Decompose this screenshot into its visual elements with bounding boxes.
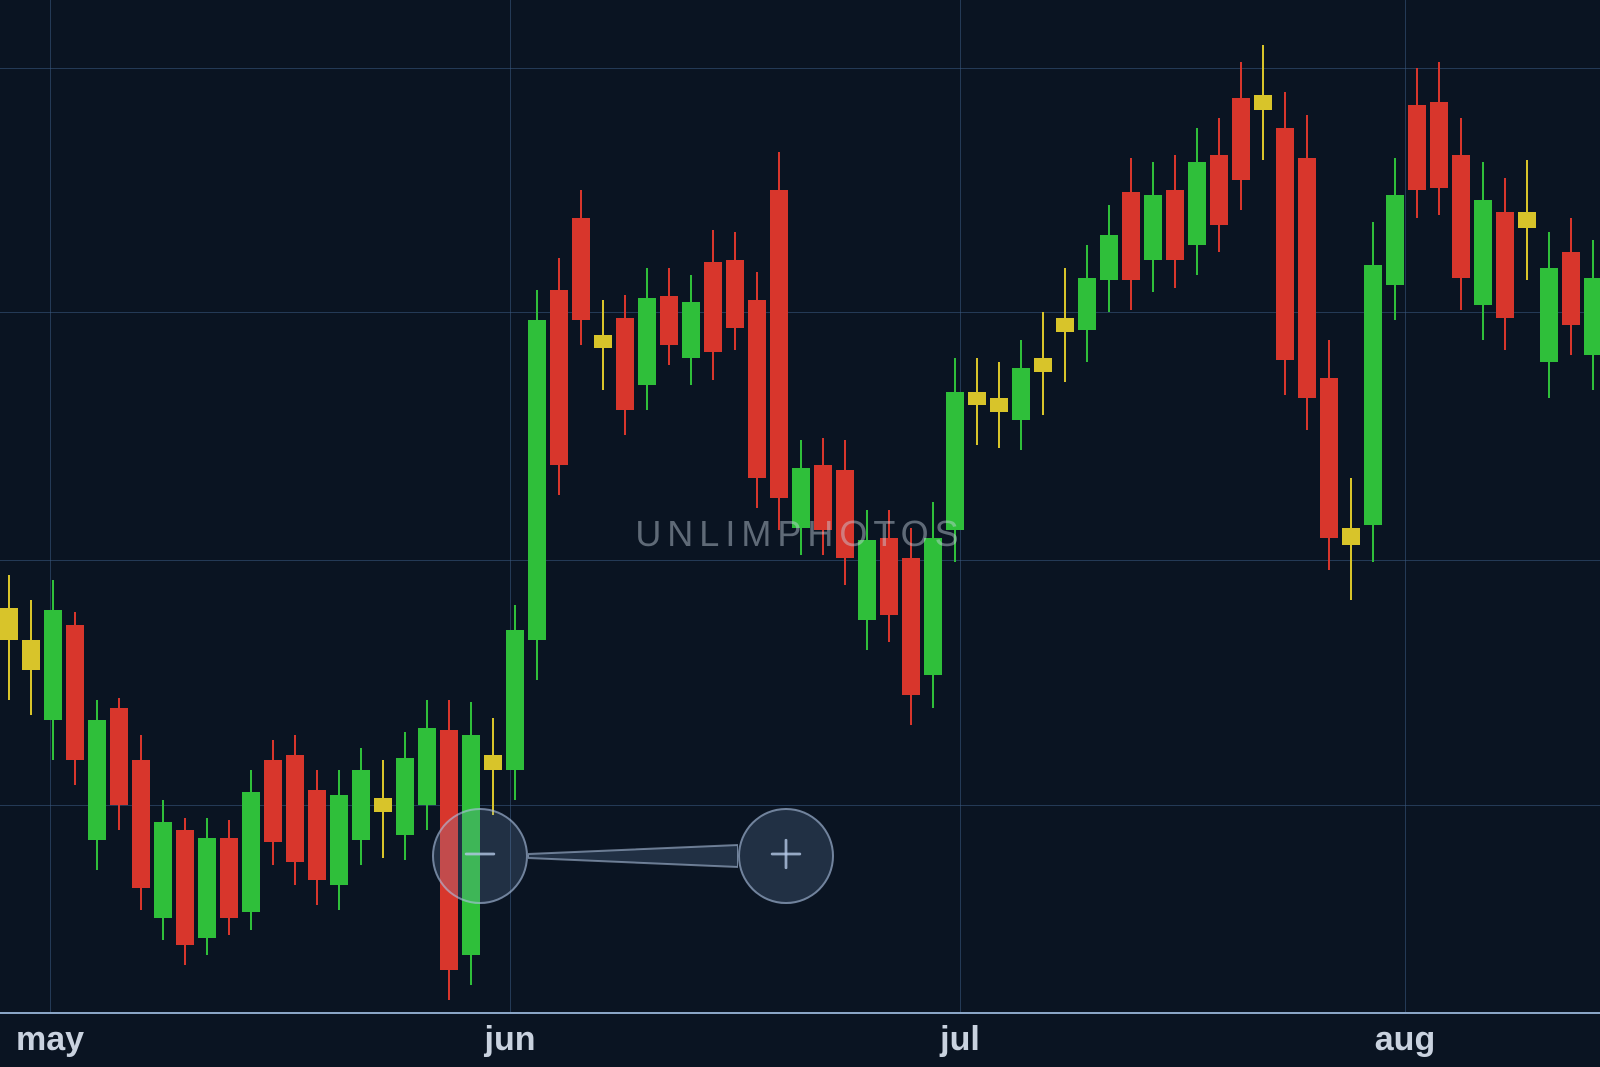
candle: [1496, 0, 1514, 1012]
plus-icon: [763, 831, 809, 882]
candle: [154, 0, 172, 1012]
candle: [0, 0, 18, 1012]
candle: [220, 0, 238, 1012]
candle: [1254, 0, 1272, 1012]
candle: [44, 0, 62, 1012]
candle: [946, 0, 964, 1012]
x-axis-label: jun: [485, 1020, 536, 1059]
candle: [1122, 0, 1140, 1012]
gridline-vertical: [1405, 0, 1406, 1012]
candle: [1452, 0, 1470, 1012]
candle: [990, 0, 1008, 1012]
candle: [1232, 0, 1250, 1012]
candle: [836, 0, 854, 1012]
candle: [1078, 0, 1096, 1012]
candle: [1166, 0, 1184, 1012]
candle: [924, 0, 942, 1012]
x-axis-label: may: [16, 1020, 84, 1059]
candlestick-chart[interactable]: may jun jul aug UNLIMPHOTOS: [0, 0, 1600, 1067]
candle: [88, 0, 106, 1012]
candle: [880, 0, 898, 1012]
candle: [242, 0, 260, 1012]
candle: [132, 0, 150, 1012]
candle: [1364, 0, 1382, 1012]
candle: [308, 0, 326, 1012]
candle: [1276, 0, 1294, 1012]
candle: [968, 0, 986, 1012]
candle: [1562, 0, 1580, 1012]
candle: [1518, 0, 1536, 1012]
candle: [286, 0, 304, 1012]
x-axis-label: aug: [1375, 1020, 1435, 1059]
candle: [1034, 0, 1052, 1012]
candle: [1100, 0, 1118, 1012]
candle: [176, 0, 194, 1012]
candle: [1210, 0, 1228, 1012]
candle: [1298, 0, 1316, 1012]
zoom-control: [432, 808, 834, 904]
candle: [1408, 0, 1426, 1012]
candle: [1430, 0, 1448, 1012]
minus-icon: [457, 831, 503, 882]
candle: [374, 0, 392, 1012]
candle: [66, 0, 84, 1012]
zoom-out-button[interactable]: [432, 808, 528, 904]
watermark-text: UNLIMPHOTOS: [635, 513, 964, 555]
candle: [1320, 0, 1338, 1012]
x-axis-label: jul: [940, 1020, 980, 1059]
x-axis-line: [0, 1012, 1600, 1014]
candle: [1474, 0, 1492, 1012]
candle: [396, 0, 414, 1012]
candle: [264, 0, 282, 1012]
candle: [1012, 0, 1030, 1012]
candle: [1584, 0, 1600, 1012]
candle: [1188, 0, 1206, 1012]
candle: [858, 0, 876, 1012]
candle: [1540, 0, 1558, 1012]
candle: [1386, 0, 1404, 1012]
candle: [198, 0, 216, 1012]
candle: [1056, 0, 1074, 1012]
candle: [1144, 0, 1162, 1012]
candle: [902, 0, 920, 1012]
candle: [352, 0, 370, 1012]
zoom-in-button[interactable]: [738, 808, 834, 904]
candle: [1342, 0, 1360, 1012]
candle: [110, 0, 128, 1012]
candle: [330, 0, 348, 1012]
candle: [22, 0, 40, 1012]
